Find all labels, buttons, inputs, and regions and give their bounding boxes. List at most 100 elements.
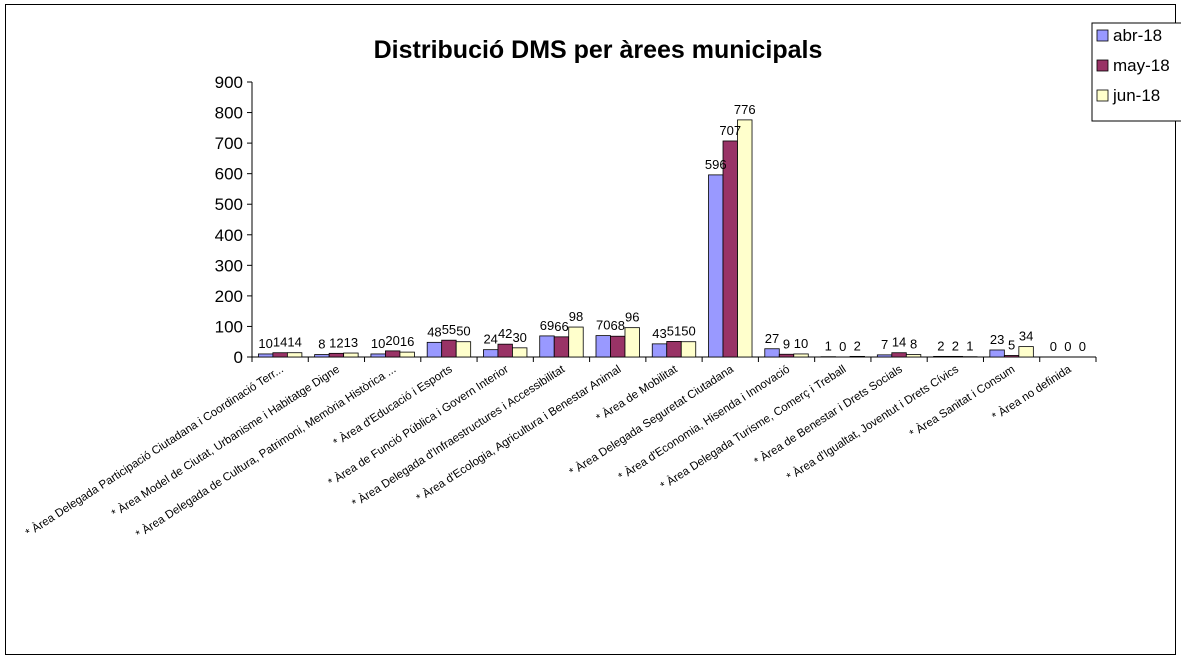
data-label: 0 xyxy=(1050,339,1057,354)
category-label: * Àrea d'Ecologia, Agricultura i Benesta… xyxy=(414,363,623,505)
bar xyxy=(441,339,457,358)
data-label: 8 xyxy=(910,337,917,352)
data-label: 10 xyxy=(258,336,272,351)
data-label: 7 xyxy=(881,337,888,352)
legend-swatch xyxy=(1096,89,1109,102)
data-label: 27 xyxy=(765,331,779,346)
data-label: 70 xyxy=(596,318,610,333)
data-label: 98 xyxy=(569,309,583,324)
bar xyxy=(455,341,472,358)
category-label: * Àrea Sanitat i Consum xyxy=(907,363,1017,441)
chart-title: Distribució DMS per àrees municipals xyxy=(374,36,823,64)
bar xyxy=(849,355,865,358)
bar xyxy=(426,341,443,358)
data-label: 2 xyxy=(952,338,959,353)
y-tick-label: 500 xyxy=(215,195,243,214)
data-label: 596 xyxy=(705,157,727,172)
data-label: 1 xyxy=(966,339,973,354)
bar xyxy=(539,335,555,358)
data-label: 13 xyxy=(344,335,358,350)
data-label: 16 xyxy=(400,334,414,349)
data-label: 68 xyxy=(610,318,624,333)
legend-swatch xyxy=(1096,29,1109,42)
bar xyxy=(343,352,359,358)
legend: abr-18 may-18 jun-18 xyxy=(1091,22,1181,122)
category-labels: * Àrea Delegada Participació Ciutadana i… xyxy=(23,362,1074,541)
bar xyxy=(568,326,584,358)
y-tick-label: 600 xyxy=(215,165,243,184)
y-tick-label: 900 xyxy=(215,73,243,92)
bar xyxy=(876,354,893,358)
data-label: 2 xyxy=(937,338,944,353)
data-label: 69 xyxy=(540,318,554,333)
chart-frame xyxy=(5,4,1176,655)
bar xyxy=(624,327,640,358)
bar xyxy=(286,352,303,358)
bar xyxy=(1003,355,1020,358)
bar xyxy=(610,335,626,358)
data-label: 10 xyxy=(794,336,808,351)
bar xyxy=(737,119,753,358)
y-tick-label: 200 xyxy=(215,287,243,306)
category-label: * Àrea Model de Ciutat, Urbanisme i Habi… xyxy=(109,363,342,520)
legend-label: abr-18 xyxy=(1113,26,1162,45)
data-label: 51 xyxy=(667,323,681,338)
bar xyxy=(1018,346,1034,358)
legend-label: jun-18 xyxy=(1112,86,1160,105)
data-label: 23 xyxy=(990,332,1004,347)
bar xyxy=(764,348,780,358)
bar xyxy=(483,349,499,358)
bar xyxy=(314,354,330,358)
data-label: 50 xyxy=(456,324,470,339)
data-label: 96 xyxy=(625,310,639,325)
y-tick-label: 800 xyxy=(215,104,243,123)
category-label: * Àrea Delegada de Cultura, Patrimoni, M… xyxy=(133,363,398,541)
bar xyxy=(512,347,528,358)
data-label: 1 xyxy=(825,339,832,354)
data-label: 0 xyxy=(839,339,846,354)
bars xyxy=(257,119,1034,358)
x-axis xyxy=(251,356,1097,362)
bar xyxy=(905,354,922,358)
data-label: 2 xyxy=(854,338,861,353)
data-label: 5 xyxy=(1008,337,1015,352)
bar xyxy=(553,336,570,358)
data-label: 8 xyxy=(318,337,325,352)
bar xyxy=(680,341,697,358)
data-label: 20 xyxy=(385,333,399,348)
category-label: * Àrea Delegada d'Infraestructures i Acc… xyxy=(350,362,568,510)
data-label: 0 xyxy=(1079,339,1086,354)
category-label: * Àrea Delegada Participació Ciutadana i… xyxy=(23,363,286,540)
data-label: 30 xyxy=(512,330,526,345)
bar xyxy=(722,140,738,358)
bar xyxy=(272,352,288,358)
bar xyxy=(708,174,724,358)
bar xyxy=(399,351,415,358)
data-label: 10 xyxy=(371,336,385,351)
y-axis: 0 100 200 300 400 500 600 700 800 900 xyxy=(215,73,253,367)
bar xyxy=(793,353,809,358)
bar xyxy=(497,343,513,358)
bar xyxy=(891,352,907,358)
legend-label: may-18 xyxy=(1113,56,1170,75)
legend-swatch xyxy=(1096,59,1109,72)
bar xyxy=(989,349,1005,358)
y-tick-label: 0 xyxy=(234,348,243,367)
y-tick-label: 700 xyxy=(215,134,243,153)
data-label: 42 xyxy=(498,326,512,341)
data-label: 12 xyxy=(329,335,343,350)
bar xyxy=(666,341,682,358)
y-tick-label: 400 xyxy=(215,226,243,245)
bar xyxy=(257,353,274,358)
data-label: 14 xyxy=(273,335,287,350)
data-label: 66 xyxy=(554,319,568,334)
bar xyxy=(933,355,949,358)
bar xyxy=(595,335,611,358)
data-label: 24 xyxy=(483,332,497,347)
data-label: 707 xyxy=(719,123,741,138)
data-label: 776 xyxy=(734,102,756,117)
y-tick-label: 300 xyxy=(215,256,243,275)
bar xyxy=(651,343,668,358)
data-label: 14 xyxy=(287,335,301,350)
